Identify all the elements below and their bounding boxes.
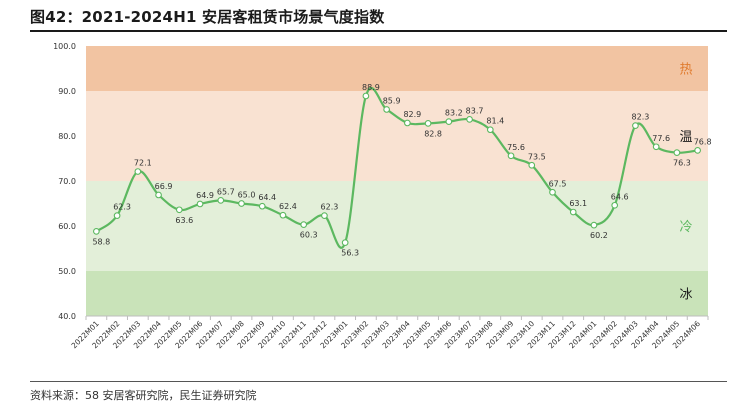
points-layer bbox=[93, 92, 701, 246]
data-point bbox=[383, 106, 390, 113]
y-tick-label: 100.0 bbox=[53, 42, 76, 51]
data-point bbox=[590, 221, 598, 229]
data-label: 64.9 bbox=[196, 191, 214, 200]
data-label: 75.6 bbox=[507, 143, 525, 152]
data-label: 62.3 bbox=[113, 203, 131, 212]
data-point bbox=[155, 191, 162, 199]
data-point bbox=[549, 188, 556, 196]
data-label: 85.9 bbox=[383, 96, 401, 105]
data-label: 56.3 bbox=[341, 249, 359, 258]
data-label: 65.7 bbox=[217, 187, 235, 196]
data-point bbox=[507, 152, 515, 160]
data-label: 81.4 bbox=[486, 117, 504, 126]
data-point bbox=[300, 221, 308, 228]
data-point bbox=[362, 92, 370, 100]
data-point bbox=[196, 200, 204, 208]
data-point bbox=[424, 120, 432, 127]
data-label: 88.9 bbox=[362, 83, 380, 92]
data-point bbox=[258, 202, 266, 210]
data-label: 83.2 bbox=[445, 109, 463, 118]
band-label: 温 bbox=[679, 130, 692, 145]
data-point bbox=[632, 122, 639, 129]
data-point bbox=[279, 211, 287, 219]
y-tick-label: 50.0 bbox=[58, 267, 76, 276]
data-label: 58.8 bbox=[92, 237, 110, 246]
y-tick-label: 80.0 bbox=[58, 132, 76, 141]
data-point bbox=[175, 206, 183, 214]
data-label: 60.2 bbox=[590, 231, 608, 240]
data-point bbox=[611, 201, 619, 209]
data-label: 60.3 bbox=[300, 231, 318, 240]
band-label: 冷 bbox=[679, 220, 692, 235]
y-tick-label: 60.0 bbox=[58, 222, 76, 231]
data-label: 83.7 bbox=[466, 106, 484, 115]
data-label: 72.1 bbox=[134, 159, 152, 168]
data-label: 65.0 bbox=[238, 191, 256, 200]
data-point bbox=[134, 168, 142, 175]
data-label: 66.9 bbox=[155, 182, 173, 191]
data-label: 73.5 bbox=[528, 152, 546, 161]
data-label: 64.4 bbox=[258, 193, 276, 202]
data-point bbox=[445, 118, 453, 125]
data-point bbox=[528, 161, 536, 169]
band-label: 冰 bbox=[679, 288, 692, 303]
band-label: 热 bbox=[679, 63, 692, 78]
band-1 bbox=[86, 91, 708, 181]
data-point bbox=[321, 212, 328, 219]
title-divider bbox=[30, 30, 727, 32]
data-label: 67.5 bbox=[549, 179, 567, 188]
y-tick-label: 70.0 bbox=[58, 177, 76, 186]
data-point bbox=[673, 149, 681, 156]
data-point bbox=[217, 197, 225, 204]
data-label: 76.3 bbox=[673, 159, 691, 168]
data-point bbox=[569, 208, 577, 216]
data-label: 82.3 bbox=[632, 113, 650, 122]
y-tick-label: 40.0 bbox=[58, 312, 76, 321]
page-title: 图42：2021-2024H1 安居客租赁市场景气度指数 bbox=[30, 8, 385, 26]
footer-divider bbox=[30, 381, 727, 382]
data-point bbox=[652, 143, 660, 151]
data-point bbox=[238, 200, 245, 207]
data-label: 82.8 bbox=[424, 129, 442, 138]
source-note: 资料来源：58 安居客研究院，民生证券研究院 bbox=[30, 389, 257, 402]
data-label: 77.6 bbox=[652, 134, 670, 143]
data-label: 62.4 bbox=[279, 202, 297, 211]
data-label: 63.1 bbox=[569, 199, 587, 208]
data-label: 63.6 bbox=[175, 216, 193, 225]
band-3 bbox=[86, 271, 708, 316]
data-label: 62.3 bbox=[321, 203, 339, 212]
data-label: 82.9 bbox=[403, 110, 421, 119]
data-label: 76.8 bbox=[694, 137, 712, 146]
value-labels-layer: 58.8 62.3 72.1 66.9 63.6 64.9 65.7 65.0 64.462.4… bbox=[92, 83, 711, 258]
data-point bbox=[341, 239, 349, 246]
data-point bbox=[93, 228, 100, 235]
y-tick-label: 90.0 bbox=[58, 87, 76, 96]
band-2 bbox=[86, 181, 708, 271]
data-point bbox=[113, 212, 121, 219]
data-point bbox=[486, 126, 494, 134]
data-point bbox=[466, 115, 473, 123]
band-0 bbox=[86, 46, 708, 91]
data-label: 64.6 bbox=[611, 192, 629, 201]
data-point bbox=[404, 119, 411, 127]
data-point bbox=[694, 147, 701, 154]
